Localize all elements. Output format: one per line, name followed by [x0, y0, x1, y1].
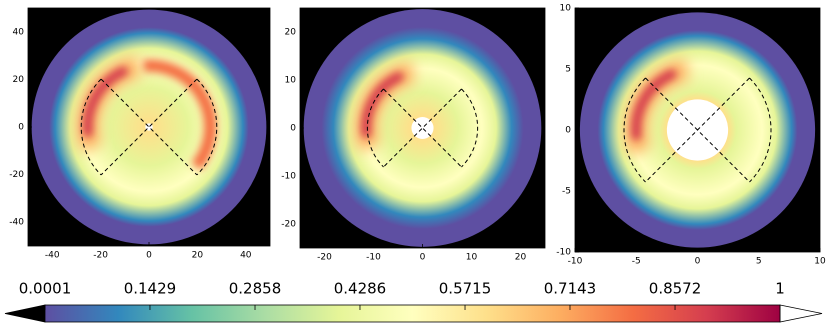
y-tick-label: 0	[565, 126, 571, 136]
hot-arc-core	[631, 69, 677, 141]
dashed-arc	[461, 88, 479, 168]
dashed-line	[100, 78, 198, 176]
dashed-arc	[749, 77, 772, 183]
x-tick-label: -40	[45, 251, 60, 261]
disk-features	[625, 58, 690, 155]
y-tick-label: 10	[285, 76, 297, 86]
hot-arc-core	[361, 71, 404, 138]
dashed-line	[383, 88, 462, 168]
y-tick-label: 5	[565, 65, 571, 75]
dashed-line	[645, 77, 750, 183]
colorbar-tick-label: 1	[775, 280, 785, 298]
x-tick-label: -10	[568, 257, 583, 267]
colorbar-tick-label: 0.8572	[649, 280, 702, 298]
x-tick-label: -10	[366, 253, 381, 263]
hot-arc-core	[82, 66, 128, 138]
x-tick-label: 0	[695, 257, 701, 267]
y-tick-label: 20	[13, 75, 25, 85]
colorbar-tick-label: 0.2858	[229, 280, 282, 298]
dashed-line	[383, 88, 462, 168]
colorbar-extend-low	[4, 304, 46, 323]
y-tick-label: 20	[285, 28, 297, 38]
x-tick-label: -5	[632, 257, 641, 267]
colorbar-tick-label: 0.0001	[19, 280, 72, 298]
x-tick-label: 0	[420, 253, 426, 263]
x-tick-label: 20	[192, 251, 204, 261]
dashed-arc	[196, 78, 218, 176]
colorbar-tick-label: 0.7143	[544, 280, 597, 298]
y-tick-label: 0	[290, 124, 296, 134]
x-tick-label: 5	[756, 257, 762, 267]
dashed-arc	[80, 78, 102, 176]
y-tick-label: -5	[562, 187, 571, 197]
x-tick-label: 10	[466, 253, 478, 263]
dashed-arc	[366, 88, 384, 168]
x-tick-label: -20	[93, 251, 108, 261]
y-tick-label: -20	[281, 220, 296, 230]
colorbar-extend-high	[779, 304, 823, 323]
colorbar-tick-label: 0.4286	[334, 280, 387, 298]
y-tick-label: -10	[281, 172, 296, 182]
dashed-arc	[623, 77, 646, 183]
x-tick-label: 20	[515, 253, 527, 263]
x-tick-label: 40	[240, 251, 252, 261]
inner-hole	[411, 116, 434, 140]
colorbar-tick-label: 0.1429	[124, 280, 177, 298]
y-tick-label: -20	[9, 170, 24, 180]
x-tick-label: -20	[317, 253, 332, 263]
colorbar-tick-label: 0.5715	[439, 280, 492, 298]
y-tick-label: 10	[560, 4, 572, 14]
disk-features	[355, 61, 416, 152]
hot-arc-right	[143, 59, 217, 171]
disk-features	[76, 55, 217, 171]
y-tick-label: 40	[13, 27, 25, 37]
y-tick-label: -10	[556, 248, 571, 258]
x-tick-label: 0	[146, 251, 152, 261]
colorbar	[44, 304, 781, 323]
y-tick-label: 0	[18, 123, 24, 133]
y-tick-label: -40	[9, 218, 24, 228]
x-tick-label: 10	[814, 257, 826, 267]
dashed-line	[100, 78, 198, 176]
